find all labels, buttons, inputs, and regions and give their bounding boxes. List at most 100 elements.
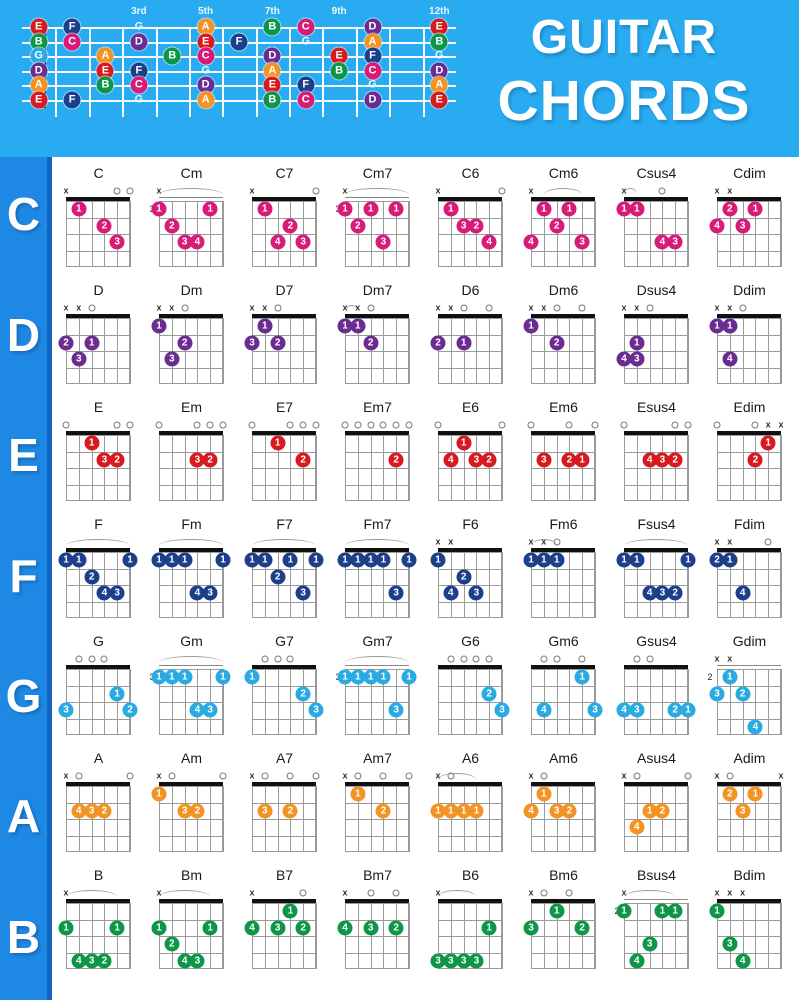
open-string-marker [633, 772, 641, 780]
finger-dot: 1 [202, 201, 218, 217]
chord-card-D6[interactable]: D6 x x 1 2 [424, 280, 517, 392]
diagram-fret-line [624, 334, 688, 336]
diagram-nut [252, 899, 316, 903]
chord-card-F7[interactable]: F7 1 1 1 1 2 3 [238, 514, 331, 626]
chord-card-G6[interactable]: G6 2 3 [424, 631, 517, 743]
chord-card-Cm7[interactable]: Cm73x11123 [331, 163, 424, 275]
muted-string-marker: x [342, 887, 348, 898]
chord-card-Cdim[interactable]: Cdim x x 1 2 3 4 [703, 163, 796, 275]
chord-card-Bm7[interactable]: Bm7 x 2 3 4 [331, 865, 424, 977]
chord-card-Em6[interactable]: Em6 1 2 3 [517, 397, 610, 509]
chord-card-A7[interactable]: A7 x 2 3 [238, 748, 331, 860]
chord-card-G7[interactable]: G7 1 2 3 [238, 631, 331, 743]
diagram-string-line [316, 435, 317, 501]
chord-card-C7[interactable]: C7 x 1 2 3 4 [238, 163, 331, 275]
finger-dot: 2 [468, 218, 484, 234]
chord-card-Csus4[interactable]: Csus4 x 1 1 3 4 [610, 163, 703, 275]
chord-card-Ddim[interactable]: Ddim x x 1 1 4 [703, 280, 796, 392]
chord-card-B7[interactable]: B7 x 1 2 3 4 [238, 865, 331, 977]
diagram-fret-line [345, 601, 409, 603]
finger-dot: 1 [760, 435, 776, 451]
finger-dot: 1 [523, 318, 539, 334]
diagram-fret-line [66, 936, 130, 937]
chord-card-Fm[interactable]: Fm 1 1 1 1 3 4 [145, 514, 238, 626]
chord-card-Am6[interactable]: Am6 x 1 2 3 4 [517, 748, 610, 860]
chord-card-Bm[interactable]: Bm x 1 1 2 3 4 [145, 865, 238, 977]
diagram-nut [438, 548, 502, 552]
chord-card-Am[interactable]: Am x 1 2 3 [145, 748, 238, 860]
chord-card-Gm[interactable]: Gm3111134 [145, 631, 238, 743]
muted-string-marker: x [634, 302, 640, 313]
chord-card-Cm6[interactable]: Cm6 x 1 1 2 3 4 [517, 163, 610, 275]
chord-card-Am7[interactable]: Am7 x 1 2 [331, 748, 424, 860]
diagram-fret-line [624, 585, 688, 586]
finger-dot: 2 [549, 218, 565, 234]
diagram-fret-line [252, 702, 316, 703]
chord-card-Cm[interactable]: Cm3x11234 [145, 163, 238, 275]
barre-arc [345, 539, 409, 547]
diagram-fret-line [159, 367, 223, 369]
chord-card-Edim[interactable]: Edim x x 1 2 [703, 397, 796, 509]
chord-card-Fsus4[interactable]: Fsus4 1 1 1 2 3 4 [610, 514, 703, 626]
diagram-string-line [595, 903, 596, 969]
chord-card-Gm7[interactable]: Gm73111113 [331, 631, 424, 743]
barre-arc [543, 188, 583, 196]
diagram-fret-line [66, 451, 130, 453]
muted-string-marker: x [63, 185, 69, 196]
chord-card-C6[interactable]: C6 x 1 2 3 4 [424, 163, 517, 275]
diagram-fret-line [717, 952, 781, 954]
diagram-string-line [595, 318, 596, 384]
chord-card-Dm6[interactable]: Dm6 x x 1 2 [517, 280, 610, 392]
chord-card-E7[interactable]: E7 1 2 [238, 397, 331, 509]
open-string-marker [181, 304, 189, 312]
chord-card-F6[interactable]: F6 x x 1 2 3 4 [424, 514, 517, 626]
chord-card-Fdim[interactable]: Fdim x x 1 2 4 [703, 514, 796, 626]
chord-name: G6 [461, 633, 480, 649]
chord-card-B6[interactable]: B6 x 1 3 3 3 3 [424, 865, 517, 977]
diagram-string-line [595, 786, 596, 852]
chord-card-E6[interactable]: E6 1 2 3 4 [424, 397, 517, 509]
muted-string-marker: x [169, 302, 175, 313]
chord-card-Gm6[interactable]: Gm6 1 3 4 [517, 631, 610, 743]
finger-dot: 2 [270, 335, 286, 351]
chord-card-Adim[interactable]: Adim x x 1 2 3 [703, 748, 796, 860]
fretboard-note: D [364, 91, 382, 109]
chord-card-D7[interactable]: D7 x x 1 2 3 [238, 280, 331, 392]
chord-name: Em7 [363, 399, 392, 415]
chord-card-Em7[interactable]: Em7 2 [331, 397, 424, 509]
finger-dot: 4 [629, 819, 645, 835]
open-string-marker [764, 538, 772, 546]
chord-card-Fm7[interactable]: Fm7 1 1 1 1 1 3 [331, 514, 424, 626]
chord-name: Am [181, 750, 202, 766]
finger-dot: 3 [164, 351, 180, 367]
diagram-nut [66, 314, 130, 318]
chord-card-Gsus4[interactable]: Gsus4 1 2 3 4 [610, 631, 703, 743]
chord-card-Gdim[interactable]: Gdim 2 x x 1 2 3 4 [703, 631, 796, 743]
chord-card-Fm6[interactable]: Fm6 x x 1 1 1 [517, 514, 610, 626]
chord-card-Esus4[interactable]: Esus4 2 3 4 [610, 397, 703, 509]
chord-card-Dm7[interactable]: Dm7 x x 1 1 2 [331, 280, 424, 392]
diagram-nut [345, 431, 409, 435]
chord-card-Bdim[interactable]: Bdim x x x 1 3 4 [703, 865, 796, 977]
diagram-fret-line [717, 802, 781, 804]
chord-card-Asus4[interactable]: Asus4 x 2 1 4 [610, 748, 703, 860]
chord-card-Bm6[interactable]: Bm6 x 1 2 3 [517, 865, 610, 977]
fretboard-fret-line [389, 27, 392, 117]
chord-card-Dsus4[interactable]: Dsus4 x x 1 3 4 [610, 280, 703, 392]
chord-card-A6[interactable]: A6 x 1 1 1 1 [424, 748, 517, 860]
chord-name: C6 [461, 165, 480, 181]
chord-card-Em[interactable]: Em 2 3 [145, 397, 238, 509]
chord-card-Bsus4[interactable]: Bsus42x11134 [610, 865, 703, 977]
muted-string-marker: x [435, 536, 441, 547]
chord-card-Dm[interactable]: Dm x x 1 2 3 [145, 280, 238, 392]
